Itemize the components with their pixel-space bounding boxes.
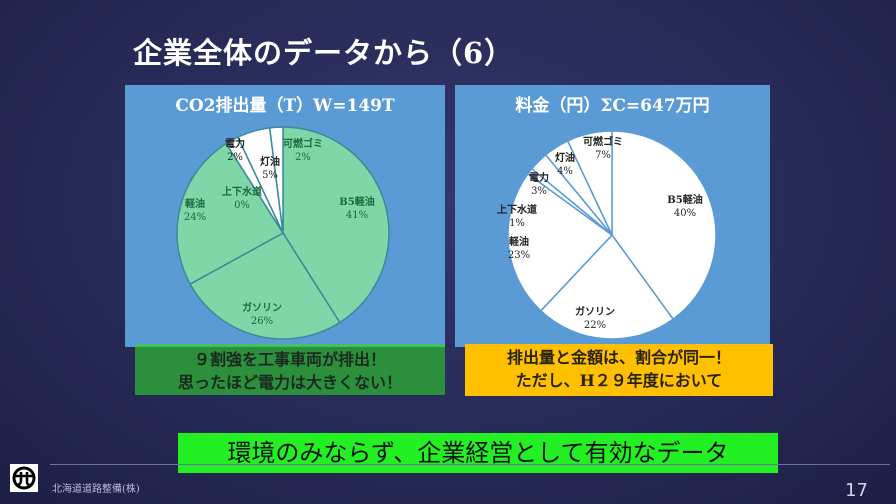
footer-divider [50, 464, 890, 465]
pie-label-value-b5-keiyu: 40% [674, 208, 696, 219]
pie-label-category-electricity: 電力 [225, 137, 245, 150]
pie-label-value-electricity: 2% [227, 152, 243, 163]
cost-comment-box: 排出量と金額は、割合が同一！ ただし、H２９年度において [465, 344, 773, 396]
cost-pie-chart: B5軽油 40% ガソリン 22% 軽油 23% 上下水道 1% 電力 3% 灯油 4% 可燃ゴミ 7% [497, 130, 717, 340]
pie-label-value-kerosene: 4% [557, 166, 573, 177]
pie-label-value-electricity: 3% [531, 186, 547, 197]
pie-label-category-keiyu: 軽油 [509, 235, 529, 248]
pie-label-category-kerosene: 灯油 [555, 151, 575, 164]
pie-label-value-burnable-waste: 2% [295, 152, 311, 163]
pie-label-value-b5-keiyu: 41% [346, 210, 368, 221]
company-logo-icon [10, 464, 38, 492]
company-name: 北海道道路整備(株) [52, 484, 140, 495]
conclusion-banner: 環境のみならず、企業経営として有効なデータ [178, 433, 778, 473]
pie-label-value-keiyu: 23% [508, 250, 530, 261]
pie-label-value-burnable-waste: 7% [595, 150, 611, 161]
pie-label-category-keiyu: 軽油 [185, 197, 205, 210]
pie-label-value-water-sewer: 1% [509, 218, 525, 229]
co2-chart-title: CO2排出量（T）W=149T [175, 96, 395, 116]
pie-slice-burnable-waste [566, 130, 613, 236]
cost-comment-line-1: 排出量と金額は、割合が同一！ [506, 348, 731, 367]
slide-title: 企業全体のデータから（6） [133, 36, 515, 70]
pie-label-category-b5-keiyu: B5軽油 [339, 195, 374, 208]
pie-label-category-b5-keiyu: B5軽油 [667, 193, 702, 206]
pie-label-category-electricity: 電力 [529, 171, 549, 184]
cost-chart-title: 料金（円）ΣC=647万円 [515, 96, 710, 116]
cost-chart-panel: 料金（円）ΣC=647万円 B5軽油 40% ガソリン 22% 軽油 23% 上下水道 1% 電… [455, 85, 770, 347]
pie-slice-keiyu [507, 172, 614, 312]
pie-slice-burnable-waste [268, 126, 284, 234]
pie-label-category-burnable-waste: 可燃ゴミ [583, 135, 623, 148]
pie-label-value-gasoline: 22% [584, 320, 606, 331]
cost-comment-line-2: ただし、H２９年度において [515, 371, 723, 390]
pie-label-category-kerosene: 灯油 [260, 155, 280, 168]
pie-label-category-gasoline: ガソリン [242, 301, 282, 314]
pie-label-category-water-sewer: 上下水道 [222, 185, 262, 198]
pie-label-category-burnable-waste: 可燃ゴミ [283, 137, 323, 150]
co2-comment-line-2: 思ったほど電力は大きくない！ [177, 373, 402, 392]
pie-label-value-keiyu: 24% [184, 212, 206, 223]
pie-label-category-gasoline: ガソリン [575, 305, 615, 318]
pie-slice-gasoline [539, 233, 675, 340]
pie-slice-gasoline [189, 232, 341, 340]
pie-label-value-gasoline: 26% [251, 316, 273, 327]
co2-chart-panel: CO2排出量（T）W=149T B5軽油 41% ガソリン 26% 軽油 24% 上下水道 0… [125, 85, 445, 347]
pie-slice-b5-keiyu [611, 130, 717, 321]
pie-label-category-water-sewer: 上下水道 [497, 203, 537, 216]
pie-slice-keiyu [176, 142, 285, 286]
co2-pie-chart: B5軽油 41% ガソリン 26% 軽油 24% 上下水道 0% 電力 2% 灯油 5% 可燃ゴミ 2% [176, 126, 390, 340]
page-number: 17 [845, 480, 868, 501]
pie-label-value-water-sewer: 0% [234, 200, 250, 211]
pie-label-value-kerosene: 5% [262, 170, 278, 181]
co2-comment-line-1: ９割強を工事車両が排出！ [193, 350, 386, 369]
co2-comment-box: ９割強を工事車両が排出！ 思ったほど電力は大きくない！ [135, 344, 445, 395]
